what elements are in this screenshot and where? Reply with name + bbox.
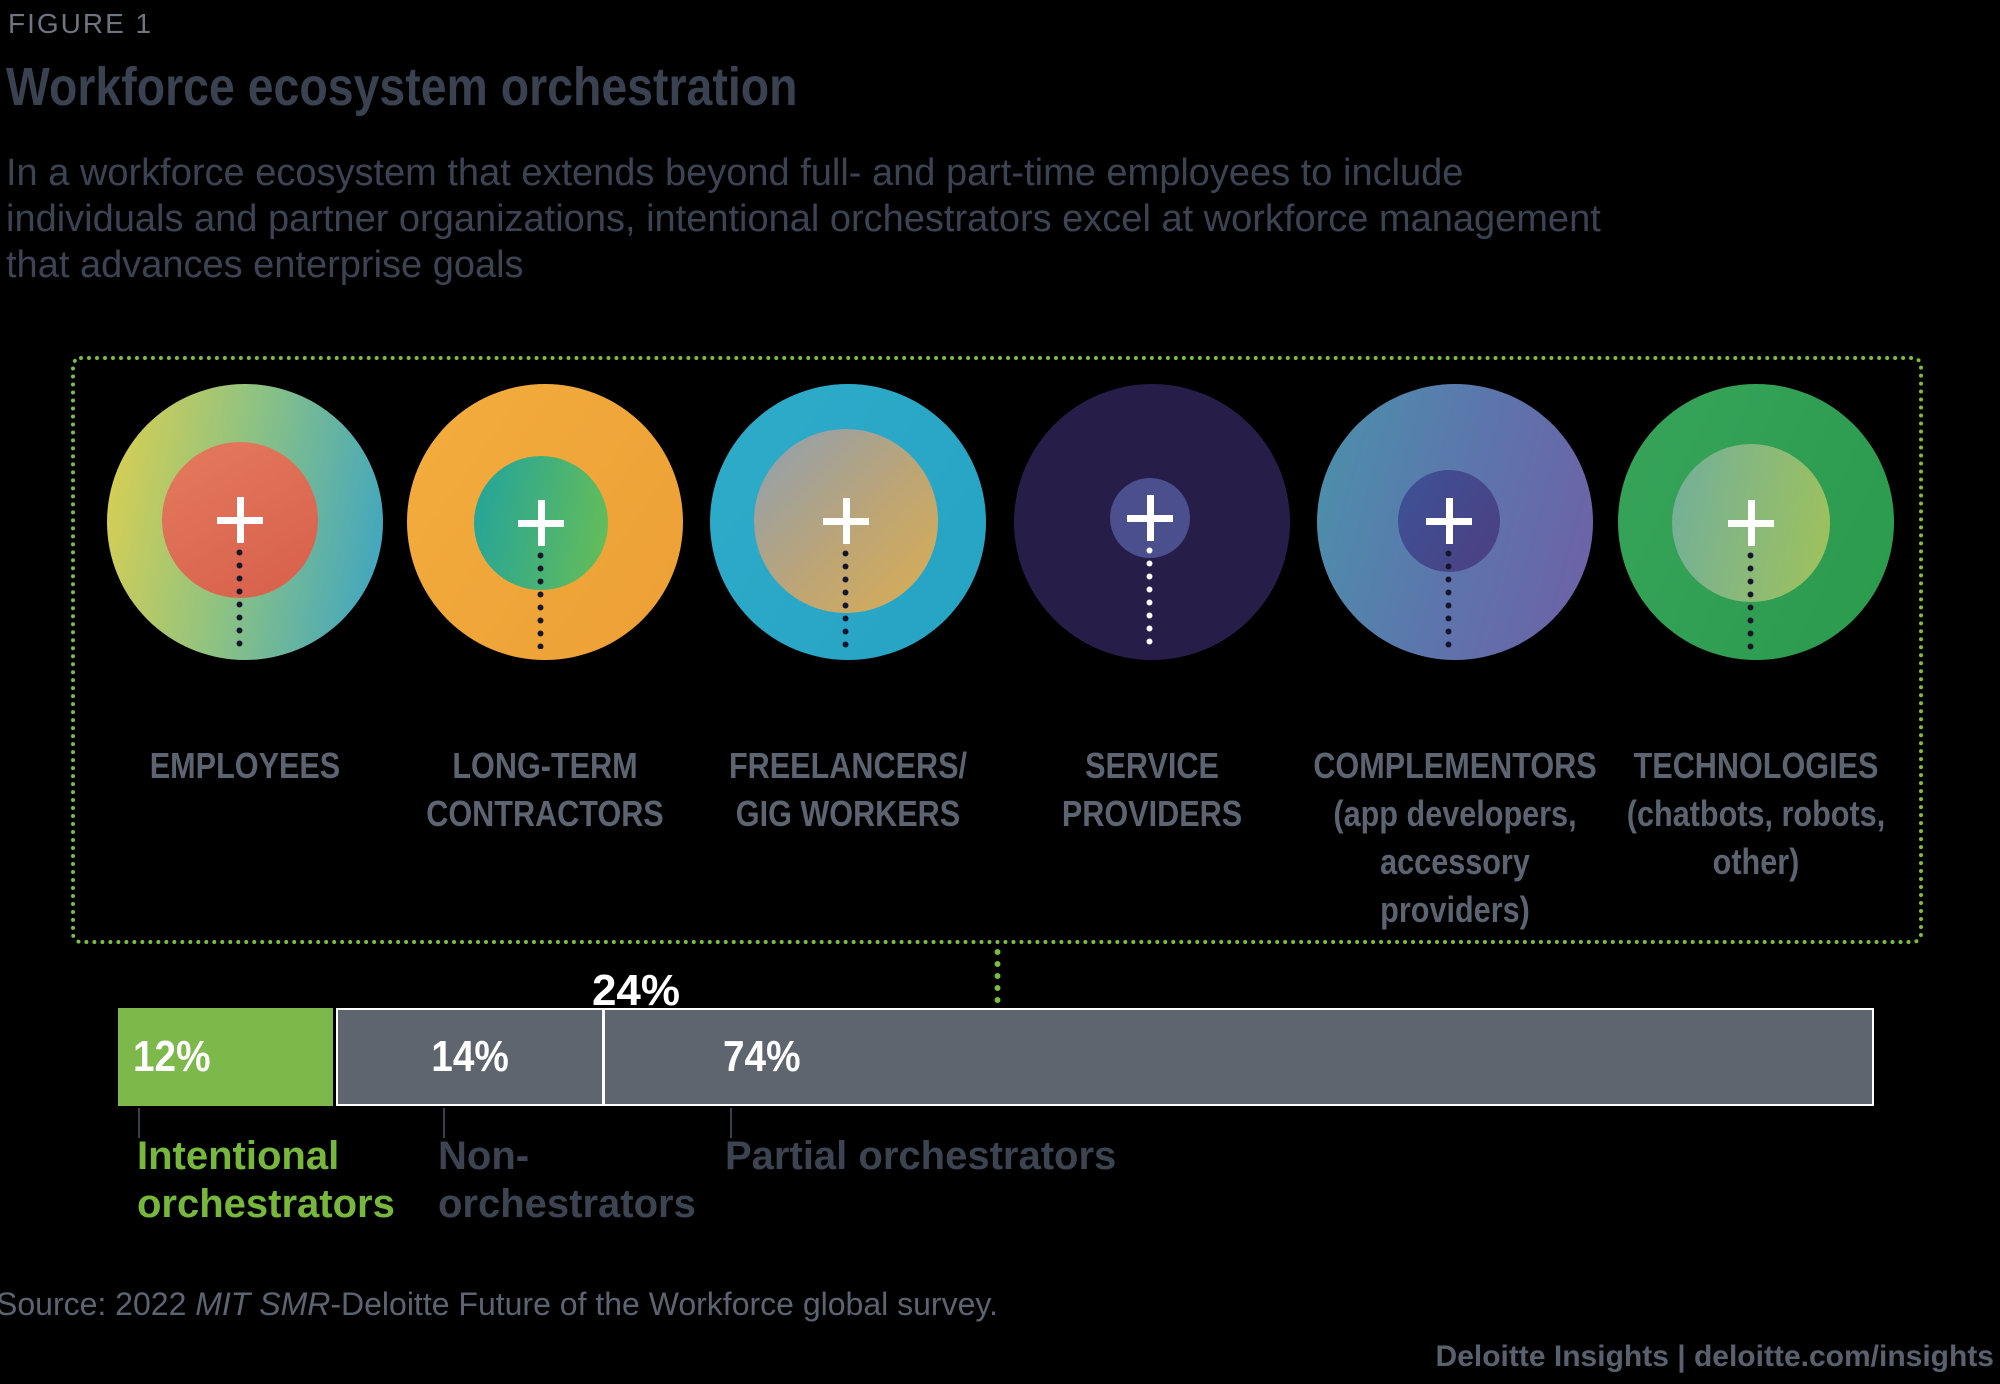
plus-icon bbox=[1728, 500, 1774, 546]
source-publication: MIT SMR bbox=[195, 1286, 331, 1322]
box-to-bar-dotted-connector bbox=[994, 946, 1001, 1006]
tick-line-non bbox=[443, 1108, 445, 1138]
dotted-pointer-line bbox=[1747, 549, 1754, 650]
circle-label-line: GIG WORKERS bbox=[735, 793, 961, 834]
circle-label-technologies: TECHNOLOGIES (chatbots, robots, other) bbox=[1586, 742, 1926, 886]
circle-label-employees: EMPLOYEES bbox=[75, 742, 415, 790]
dotted-pointer-line bbox=[537, 549, 544, 649]
subtitle-line: In a workforce ecosystem that extends be… bbox=[6, 152, 1464, 194]
circle-label-line: TECHNOLOGIES bbox=[1633, 745, 1879, 786]
bar-annotation-24: 24% bbox=[591, 966, 681, 1015]
circle-label-line: accessory bbox=[1380, 841, 1530, 882]
segment-value: 12% bbox=[133, 1032, 211, 1081]
circle-label-line: other) bbox=[1712, 841, 1800, 882]
dotted-pointer-line bbox=[1445, 547, 1452, 650]
page-title: Workforce ecosystem orchestration bbox=[6, 56, 926, 118]
label-partial-orchestrators: Partial orchestrators bbox=[725, 1132, 1116, 1180]
dotted-pointer-line bbox=[1146, 544, 1153, 650]
plus-icon bbox=[518, 500, 564, 546]
bar-segment-non-orchestrators: 14% bbox=[338, 1010, 605, 1104]
circle-label-line: SERVICE bbox=[1085, 745, 1219, 786]
ecosystem-dotted-box bbox=[71, 356, 1923, 944]
segment-value: 14% bbox=[431, 1032, 509, 1081]
tick-line-partial bbox=[730, 1108, 732, 1138]
plus-icon bbox=[823, 498, 869, 544]
circle-label-line: PROVIDERS bbox=[1061, 793, 1243, 834]
label-line: Partial orchestrators bbox=[725, 1134, 1117, 1178]
dotted-pointer-line bbox=[842, 547, 849, 649]
circle-label-line: (app developers, bbox=[1333, 793, 1577, 834]
footer-credit: Deloitte Insights | deloitte.com/insight… bbox=[1436, 1340, 1994, 1374]
circle-label-line: providers) bbox=[1380, 889, 1530, 930]
circle-label-line: LONG-TERM bbox=[452, 745, 638, 786]
bar-segment-group: 14% 74% bbox=[336, 1008, 1874, 1106]
label-non-orchestrators: Non- orchestrators bbox=[438, 1132, 696, 1228]
source-note: Source: 2022 MIT SMR-Deloitte Future of … bbox=[0, 1286, 998, 1323]
label-line: orchestrators bbox=[438, 1182, 696, 1226]
ecosystem-circle-technologies bbox=[1618, 384, 1894, 660]
label-line: orchestrators bbox=[137, 1182, 395, 1226]
figure-label: FIGURE 1 bbox=[8, 8, 154, 39]
subtitle-line: that advances enterprise goals bbox=[6, 244, 524, 286]
subtitle-line: individuals and partner organizations, i… bbox=[6, 198, 1601, 240]
label-line: Non- bbox=[438, 1134, 530, 1178]
ecosystem-circle-complementors bbox=[1317, 384, 1593, 660]
circle-label-long-term-contractors: LONG-TERM CONTRACTORS bbox=[375, 742, 715, 838]
circle-label-line: FREELANCERS/ bbox=[728, 745, 968, 786]
circle-label-freelancers-gig-workers: FREELANCERS/ GIG WORKERS bbox=[678, 742, 1018, 838]
bar-segment-partial-orchestrators: 74% bbox=[605, 1010, 1872, 1104]
figure-subtitle: In a workforce ecosystem that extends be… bbox=[6, 150, 1601, 288]
ecosystem-circle-service-providers bbox=[1014, 384, 1290, 660]
source-suffix: -Deloitte Future of the Workforce global… bbox=[330, 1286, 998, 1322]
plus-icon bbox=[1127, 495, 1173, 541]
source-prefix: Source: 2022 bbox=[0, 1286, 196, 1322]
ecosystem-circle-employees bbox=[107, 384, 383, 660]
footer-text: Deloitte Insights | deloitte.com/insight… bbox=[1435, 1340, 1994, 1373]
page-title-text: Workforce ecosystem orchestration bbox=[6, 57, 798, 117]
plus-icon bbox=[1426, 498, 1472, 544]
ecosystem-circle-long-term-contractors bbox=[407, 384, 683, 660]
circle-label-line: (chatbots, robots, bbox=[1626, 793, 1886, 834]
circle-label-line: EMPLOYEES bbox=[149, 745, 341, 786]
tick-line-intentional bbox=[138, 1108, 140, 1138]
plus-icon bbox=[217, 497, 263, 543]
ecosystem-circle-freelancers-gig-workers bbox=[710, 384, 986, 660]
circle-label-complementors: COMPLEMENTORS (app developers, accessory… bbox=[1285, 742, 1625, 934]
dotted-pointer-line bbox=[236, 546, 243, 650]
bar-segment-intentional: 12% bbox=[118, 1008, 333, 1106]
circle-label-service-providers: SERVICE PROVIDERS bbox=[982, 742, 1322, 838]
label-line: Intentional bbox=[137, 1134, 340, 1178]
circle-label-line: CONTRACTORS bbox=[426, 793, 664, 834]
circle-label-line: COMPLEMENTORS bbox=[1313, 745, 1597, 786]
label-intentional-orchestrators: Intentional orchestrators bbox=[137, 1132, 395, 1228]
segment-value: 74% bbox=[723, 1032, 801, 1081]
